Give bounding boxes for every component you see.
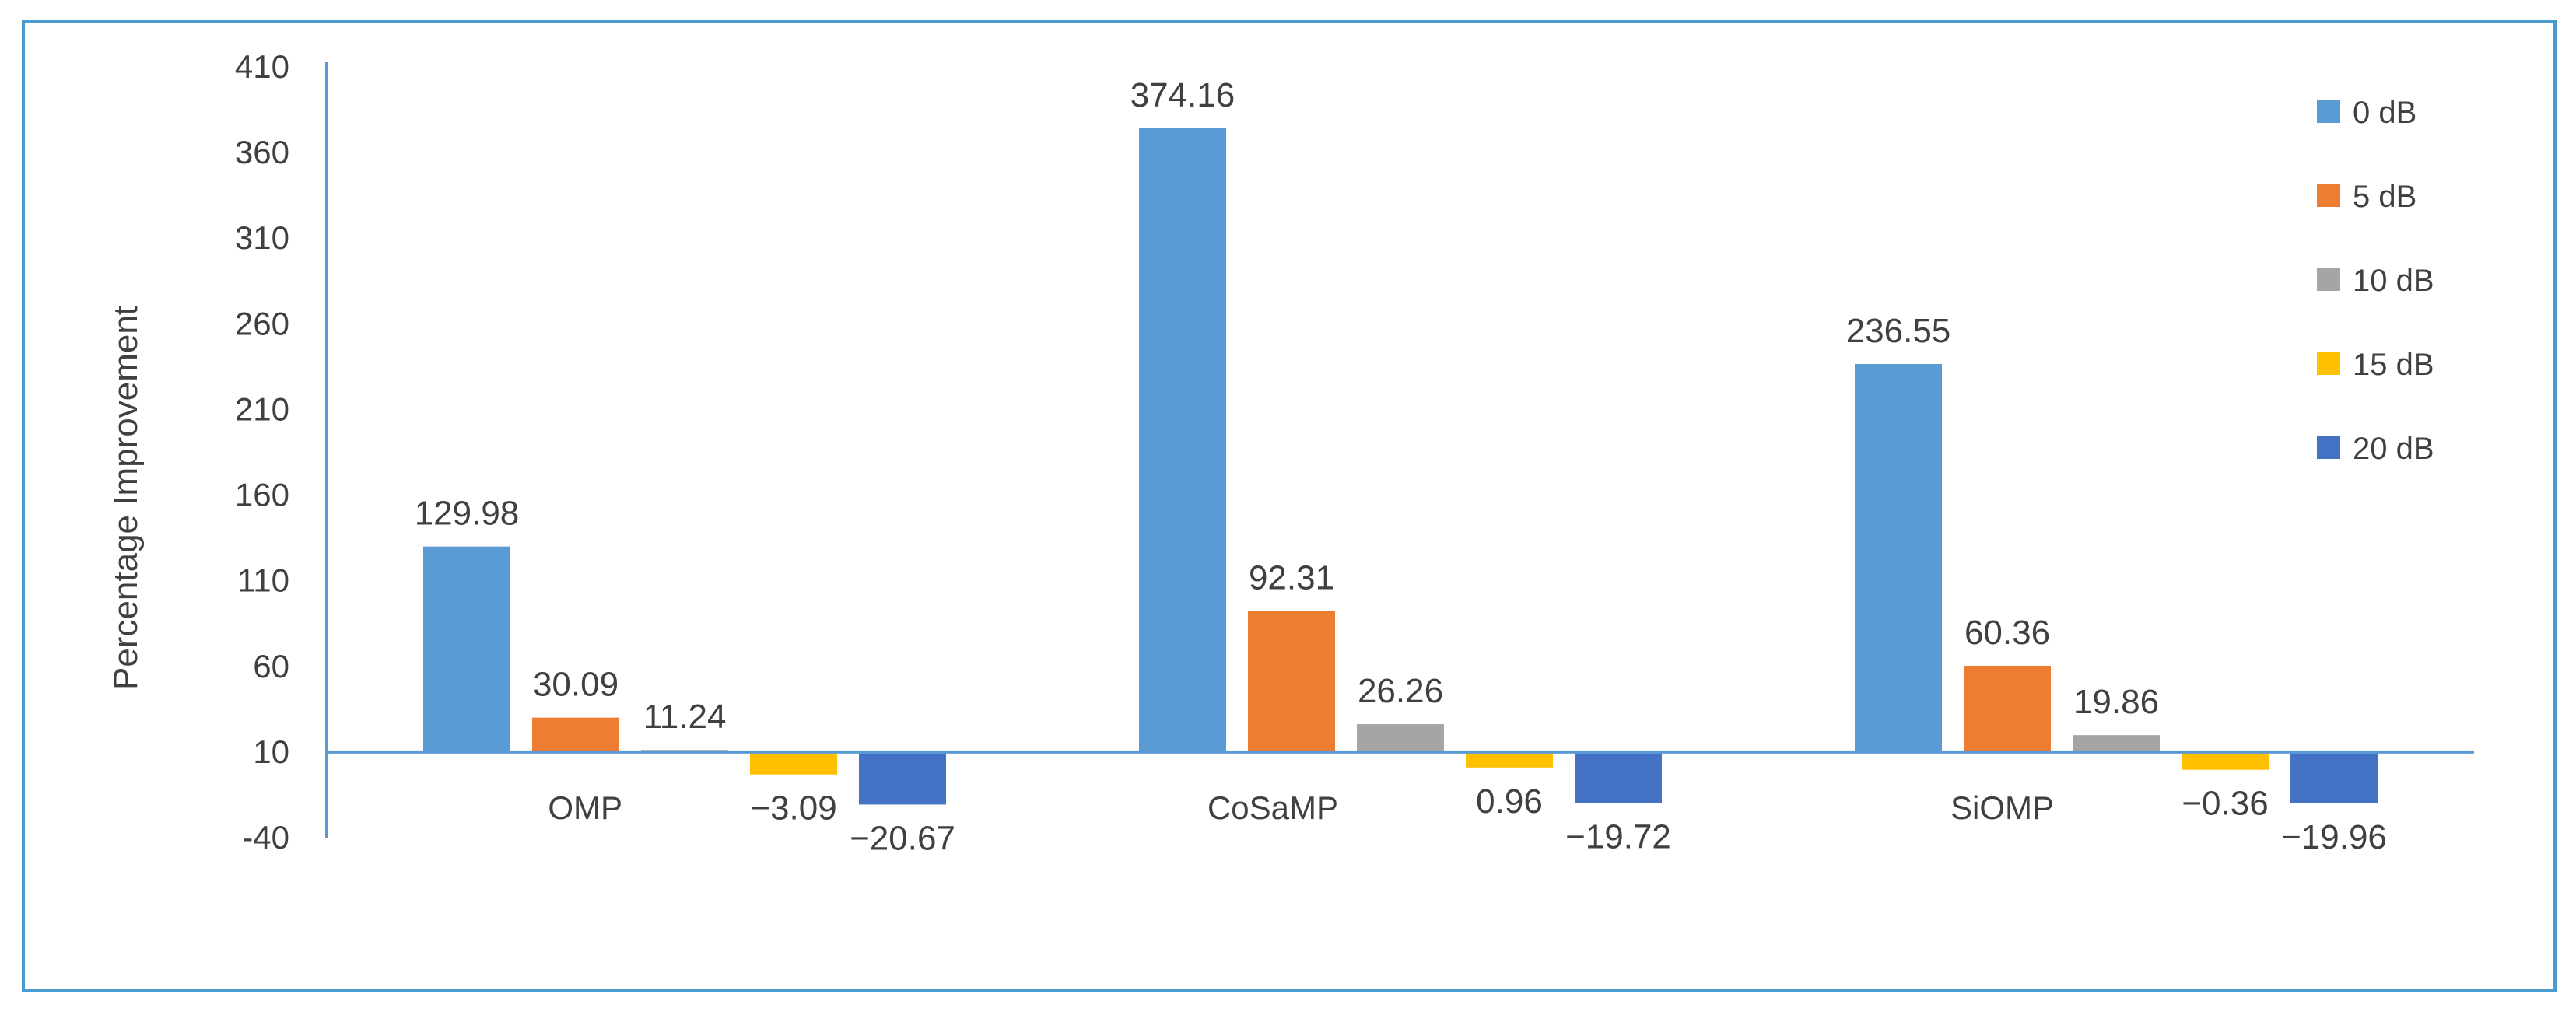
legend-swatch xyxy=(2317,352,2340,375)
data-label: 19.86 xyxy=(2073,683,2159,721)
bar xyxy=(1357,724,1444,752)
bar xyxy=(1855,363,1942,752)
bar xyxy=(423,546,510,752)
bars xyxy=(423,128,2378,805)
data-label: 30.09 xyxy=(533,666,619,704)
data-label: −19.72 xyxy=(1565,817,1671,856)
data-label: 92.31 xyxy=(1249,559,1334,597)
category-labels: OMP CoSaMP SiOMP xyxy=(548,789,2054,826)
chart-frame xyxy=(22,20,2557,992)
legend-label: 20 dB xyxy=(2353,432,2434,466)
legend-label: 5 dB xyxy=(2353,180,2417,214)
bar xyxy=(1466,751,1553,768)
data-label: −20.67 xyxy=(850,819,955,857)
legend-swatch xyxy=(2317,436,2340,459)
bar xyxy=(859,751,946,805)
bar xyxy=(2290,751,2378,803)
data-label: −3.09 xyxy=(750,789,836,828)
y-tick-label: 160 xyxy=(235,477,289,513)
bar xyxy=(1964,665,2051,752)
y-tick-label: 10 xyxy=(253,733,289,770)
legend-swatch xyxy=(2317,268,2340,291)
data-label: 0.96 xyxy=(1476,782,1543,821)
bar xyxy=(1248,611,1335,752)
data-label: −0.36 xyxy=(2182,785,2268,823)
bar xyxy=(2073,735,2160,752)
bar xyxy=(1575,751,1662,803)
y-tick-label: 410 xyxy=(235,48,289,85)
data-label: 60.36 xyxy=(1964,614,2050,652)
legend-swatch xyxy=(2317,184,2340,207)
legend: 0 dB 5 dB 10 dB 15 dB 20 dB xyxy=(2317,96,2434,466)
data-label: 129.98 xyxy=(415,495,520,533)
y-ticks: 410 360 310 260 210 160 110 60 10 -40 xyxy=(235,48,289,856)
legend-label: 0 dB xyxy=(2353,96,2417,130)
legend-label: 15 dB xyxy=(2353,348,2434,382)
y-tick-label: 260 xyxy=(235,305,289,341)
data-label: 26.26 xyxy=(1358,672,1443,710)
data-label: 236.55 xyxy=(1846,312,1951,350)
legend-swatch xyxy=(2317,100,2340,123)
category-label: SiOMP xyxy=(1950,789,2054,826)
y-tick-label: 60 xyxy=(253,648,289,684)
y-tick-label: 310 xyxy=(235,219,289,256)
data-labels: 129.98 30.09 11.24 −3.09 −20.67 374.16 92.31 26… xyxy=(415,76,2387,858)
category-label: CoSaMP xyxy=(1207,789,1338,826)
axes xyxy=(325,62,2474,838)
bar xyxy=(1139,128,1226,752)
data-label: −19.96 xyxy=(2281,818,2387,856)
y-axis-title: Percentage Improvement xyxy=(107,306,145,690)
y-tick-label: 210 xyxy=(235,390,289,427)
data-label: 11.24 xyxy=(643,698,727,736)
bar xyxy=(2182,751,2269,770)
category-label: OMP xyxy=(548,789,622,826)
legend-label: 10 dB xyxy=(2353,264,2434,298)
y-tick-label: 360 xyxy=(235,134,289,170)
y-tick-label: 110 xyxy=(237,562,289,599)
y-tick-label: -40 xyxy=(242,819,289,856)
data-label: 374.16 xyxy=(1130,76,1235,114)
bar xyxy=(750,751,837,775)
bar xyxy=(532,717,619,752)
